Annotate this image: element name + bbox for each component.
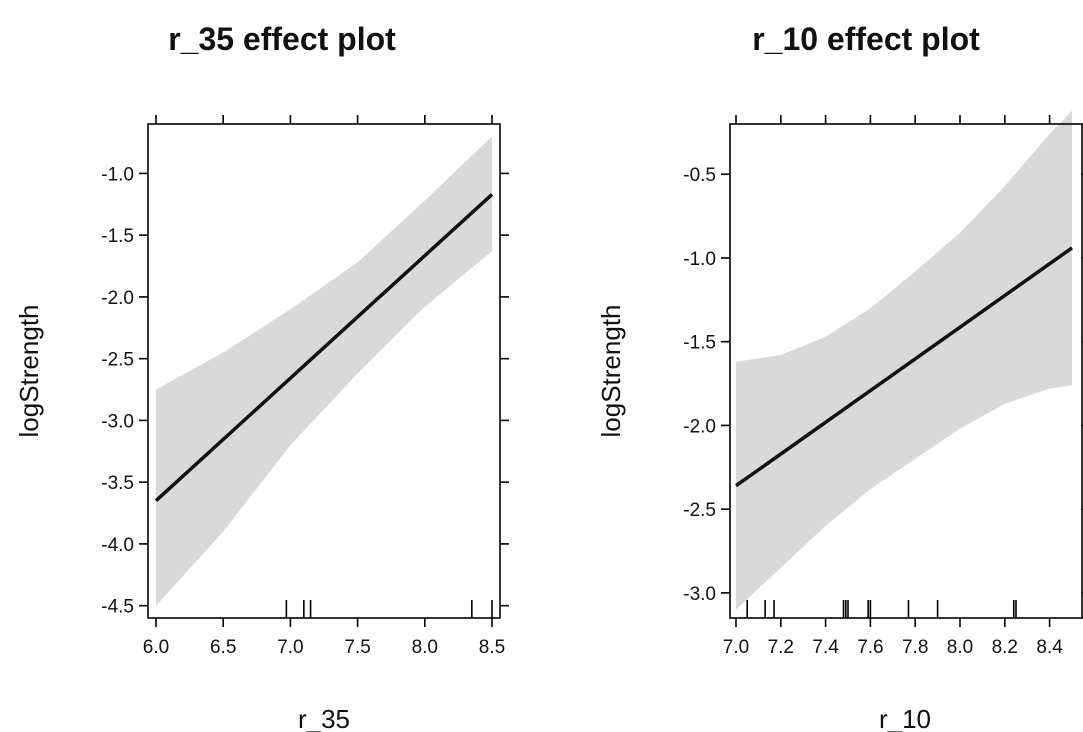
panel-r35-x-tick-label: 7.0 [277,637,303,658]
panel-r10-y-tick-label: -2.0 [683,416,716,437]
panel-r35-title: r_35 effect plot [168,21,396,57]
panel-r10-y-tick-label: -1.0 [683,249,716,270]
panel-r35-x-tick-label: 6.5 [210,637,236,658]
panel-r10-y-axis-label: logStrength [596,305,626,438]
panel-r10-title: r_10 effect plot [752,21,980,57]
panel-r35-rug [285,600,493,618]
panel-r35-fit-line-group [154,193,494,502]
panel-r10-x-tick-label: 8.2 [992,637,1018,658]
panel-r10-frame [729,123,1083,619]
panel-r35-y-tick-label: -1.0 [101,164,134,185]
panel-r35-y-tick-label: -4.5 [101,597,134,618]
panel-r10-x-axis-label: r_10 [879,704,931,732]
panel-r10-y-ticks: -3.0 -2.5 -2.0 -1.5 -1.0 -0.5 [683,165,1083,605]
panel-r10-x-tick-label: 7.0 [723,637,749,658]
panel-r10-x-tick-label: 7.6 [857,637,883,658]
panel-r10: r_10 effect plot 7.0 7.2 7.4 7.6 7.8 8.0 8.2 8.… [596,21,1083,732]
panel-r35-fit-line [154,193,494,502]
panel-r35-y-tick-label: -1.5 [101,226,134,247]
panel-r35-x-ticks: 6.0 6.5 7.0 7.5 8.0 8.5 [143,115,505,658]
panel-r10-x-tick-label: 8.0 [947,637,973,658]
panel-r10-confidence-band [736,110,1072,610]
panel-r10-x-tick-label: 7.8 [902,637,928,658]
panel-r10-y-tick-label: -1.5 [683,333,716,354]
panel-r35: r_35 effect plot 6.0 6.5 7.0 7.5 8.0 8.5 -4.5… [14,21,509,732]
panel-r10-fit-line [734,246,1074,488]
panel-r35-band-area [156,136,492,606]
panel-r10-y-tick-label: -3.0 [683,584,716,605]
panel-r35-x-axis-label: r_35 [298,704,350,732]
panel-r10-band-area [736,110,1072,610]
panel-r10-fit-line-group [734,246,1074,488]
panel-r35-x-tick-label: 8.5 [479,637,505,658]
panel-r35-x-tick-label: 6.0 [143,637,169,658]
panel-r35-confidence-band [156,136,492,606]
panel-r10-y-tick-label: -2.5 [683,500,716,521]
panel-r35-y-tick-label: -3.0 [101,411,134,432]
panel-r10-y-tick-label: -0.5 [683,165,716,186]
panel-r35-y-axis-label: logStrength [14,305,44,438]
panel-r35-y-tick-label: -3.5 [101,473,134,494]
panel-r10-x-tick-label: 7.2 [768,637,794,658]
panel-r35-frame [147,123,501,619]
panel-r35-y-tick-label: -2.0 [101,288,134,309]
panel-r35-x-tick-label: 8.0 [412,637,438,658]
panel-r35-y-tick-label: -4.0 [101,535,134,556]
panel-r35-y-ticks: -4.5 -4.0 -3.5 -3.0 -2.5 -2.0 -1.5 -1.0 [101,164,509,618]
panel-r10-rug [746,600,1017,618]
panel-r10-x-tick-label: 7.4 [812,637,839,658]
panel-r10-x-ticks: 7.0 7.2 7.4 7.6 7.8 8.0 8.2 8.4 [723,115,1063,658]
panel-r35-x-tick-label: 7.5 [344,637,370,658]
panel-r10-x-tick-label: 8.4 [1036,637,1063,658]
panel-r35-y-tick-label: -2.5 [101,350,134,371]
